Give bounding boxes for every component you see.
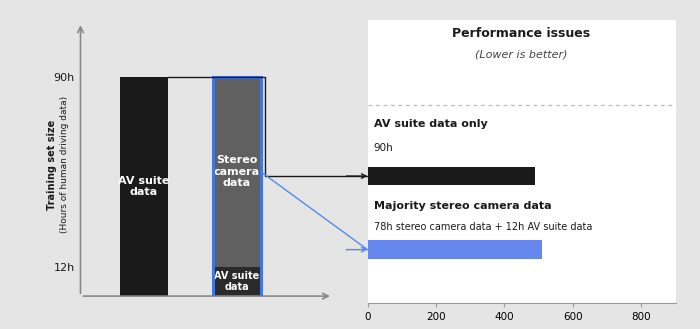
Text: (Lower is better): (Lower is better) [475, 49, 568, 60]
Text: Performance issues: Performance issues [452, 27, 591, 40]
Text: AV suite
data: AV suite data [118, 176, 169, 197]
Bar [213, 77, 261, 296]
Text: Stereo
camera
data: Stereo camera data [214, 155, 260, 189]
Bar [368, 167, 536, 185]
Bar [120, 77, 168, 296]
Bar [213, 267, 261, 296]
Text: AV suite
data: AV suite data [214, 271, 259, 292]
Text: (Hours of human driving data): (Hours of human driving data) [60, 96, 69, 233]
Text: 78h stereo camera data + 12h AV suite data: 78h stereo camera data + 12h AV suite da… [374, 222, 592, 232]
Bar [213, 77, 261, 267]
Text: Training set size: Training set size [47, 119, 57, 210]
Text: 90h: 90h [374, 143, 393, 153]
Text: AV suite data only: AV suite data only [374, 119, 487, 129]
Bar [368, 240, 542, 259]
Text: Majority stereo camera data: Majority stereo camera data [374, 201, 552, 211]
